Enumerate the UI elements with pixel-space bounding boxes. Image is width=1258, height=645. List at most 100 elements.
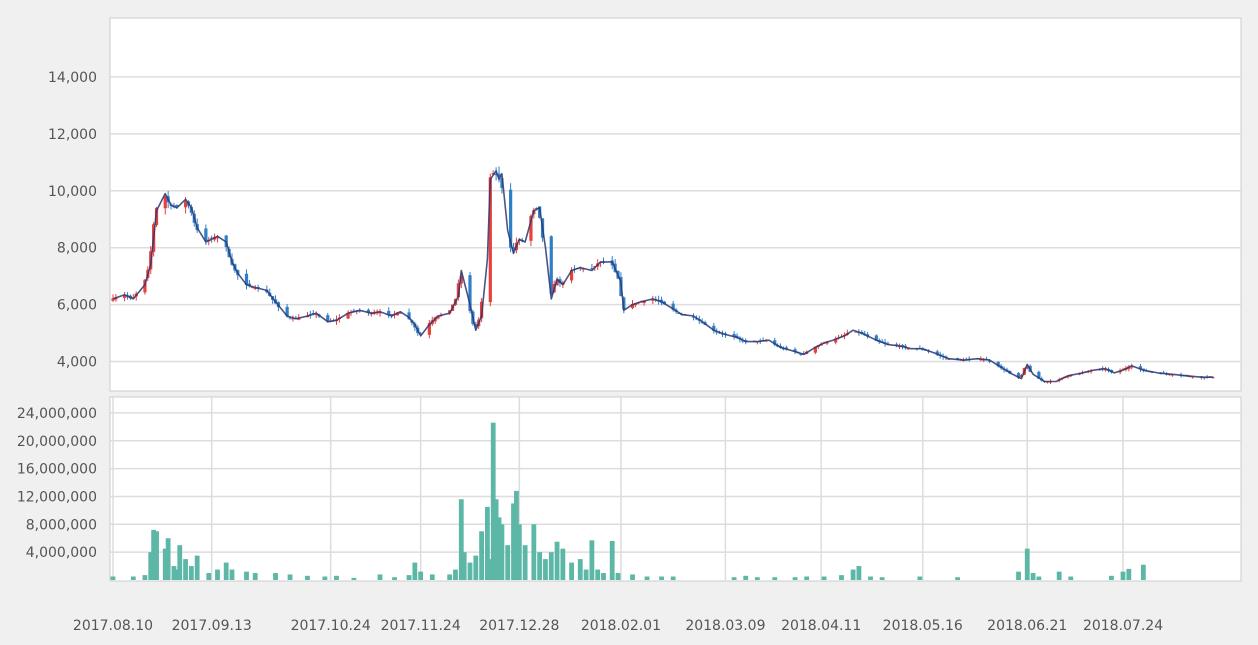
price-y-tick-label: 12,000 bbox=[48, 127, 97, 143]
volume-bar bbox=[583, 569, 589, 580]
volume-bar bbox=[743, 575, 749, 580]
volume-y-tick-label: 12,000,000 bbox=[17, 489, 97, 505]
volume-bar bbox=[162, 548, 168, 580]
candle-body bbox=[250, 287, 254, 289]
candle-body bbox=[123, 295, 127, 298]
volume-bar bbox=[531, 524, 537, 580]
volume-bar bbox=[839, 575, 844, 580]
volume-bar bbox=[1126, 568, 1132, 580]
price-gridlines bbox=[110, 76, 1241, 363]
volume-bar bbox=[351, 577, 357, 580]
candle-body bbox=[427, 323, 431, 335]
volume-bar bbox=[177, 545, 183, 580]
volume-bar bbox=[322, 576, 328, 580]
volume-bar bbox=[479, 531, 485, 580]
candle-body bbox=[253, 287, 257, 289]
volume-bar bbox=[1120, 571, 1126, 580]
volume-bar bbox=[917, 576, 923, 580]
candle-body bbox=[935, 351, 939, 355]
candle-body bbox=[215, 237, 220, 239]
moving-average-line bbox=[112, 170, 1213, 383]
volume-bar bbox=[548, 552, 554, 580]
candle-body bbox=[183, 201, 188, 208]
volume-bar bbox=[165, 538, 171, 580]
volume-bar bbox=[447, 574, 453, 580]
candle-body bbox=[732, 333, 736, 337]
candle-body bbox=[569, 269, 574, 281]
candle-body bbox=[987, 360, 992, 362]
volume-bar bbox=[499, 524, 505, 580]
volume-bar bbox=[334, 575, 339, 580]
volume-bar bbox=[1109, 575, 1114, 580]
candle-body bbox=[712, 325, 716, 331]
candle-body bbox=[111, 298, 115, 301]
candle-body bbox=[1016, 373, 1021, 378]
x-tick-label: 2017.11.24 bbox=[381, 618, 461, 634]
volume-bar bbox=[772, 577, 778, 580]
candle-body bbox=[143, 279, 147, 293]
candle-body bbox=[700, 322, 704, 324]
volume-bar bbox=[543, 559, 548, 580]
candle-body bbox=[407, 312, 411, 320]
volume-bar bbox=[505, 545, 511, 580]
candle-body bbox=[366, 309, 371, 313]
volume-bar bbox=[418, 571, 424, 580]
volume-y-tick-label: 16,000,000 bbox=[17, 462, 97, 478]
volume-bar bbox=[493, 499, 499, 580]
candle-body bbox=[630, 304, 635, 309]
volume-bar bbox=[514, 490, 519, 580]
volume-bar bbox=[406, 575, 412, 580]
volume-bar bbox=[223, 562, 229, 580]
volume-bar bbox=[287, 574, 293, 580]
candle-body bbox=[555, 280, 559, 286]
volume-y-tick-label: 8,000,000 bbox=[26, 517, 97, 533]
volume-bar bbox=[589, 540, 595, 580]
volume-bar bbox=[215, 569, 220, 580]
candle-body bbox=[671, 303, 675, 310]
price-panel-background bbox=[109, 17, 1242, 392]
volume-bar bbox=[273, 573, 278, 580]
candle-body bbox=[387, 310, 391, 316]
volume-bar bbox=[601, 573, 606, 580]
volume-bar bbox=[496, 517, 502, 580]
candle-body bbox=[204, 228, 208, 242]
candle-body bbox=[500, 178, 504, 188]
candle-body bbox=[1037, 371, 1041, 379]
candle-body bbox=[378, 312, 382, 314]
price-y-tick-label: 6,000 bbox=[57, 298, 97, 314]
volume-bar bbox=[659, 576, 664, 580]
volume-bar bbox=[154, 531, 159, 580]
candle-body bbox=[468, 275, 472, 312]
volume-bar bbox=[130, 576, 136, 580]
volume-bar bbox=[142, 575, 148, 580]
x-tick-label: 2017.10.24 bbox=[291, 618, 371, 634]
volume-bar bbox=[577, 559, 583, 580]
volume-bar bbox=[151, 529, 157, 580]
candle-body bbox=[494, 173, 498, 176]
volume-bar bbox=[194, 555, 200, 580]
volume-bar bbox=[754, 577, 760, 580]
volume-bar bbox=[171, 566, 177, 580]
volume-bar bbox=[554, 541, 560, 580]
volume-bar bbox=[1056, 571, 1062, 580]
volume-bar bbox=[485, 506, 490, 580]
volume-bar bbox=[615, 573, 621, 580]
candle-body bbox=[590, 268, 594, 270]
volume-bar bbox=[511, 503, 516, 580]
volume-bar bbox=[821, 576, 827, 580]
candle-body bbox=[1019, 375, 1024, 377]
volume-y-axis: 4,000,000 8,000,000 12,000,000 16,000,000 20… bbox=[17, 406, 97, 561]
candle-body bbox=[511, 247, 516, 250]
volume-bar bbox=[458, 499, 464, 580]
candle-body bbox=[921, 349, 925, 351]
volume-bar bbox=[560, 548, 566, 580]
candle-body bbox=[549, 236, 553, 294]
candle-body bbox=[694, 318, 698, 320]
candle-body bbox=[581, 268, 585, 270]
volume-bar bbox=[206, 573, 212, 580]
volume-bar bbox=[174, 569, 180, 580]
price-y-tick-label: 10,000 bbox=[48, 184, 97, 200]
volume-y-tick-label: 4,000,000 bbox=[26, 545, 97, 561]
candle-body bbox=[288, 317, 292, 319]
